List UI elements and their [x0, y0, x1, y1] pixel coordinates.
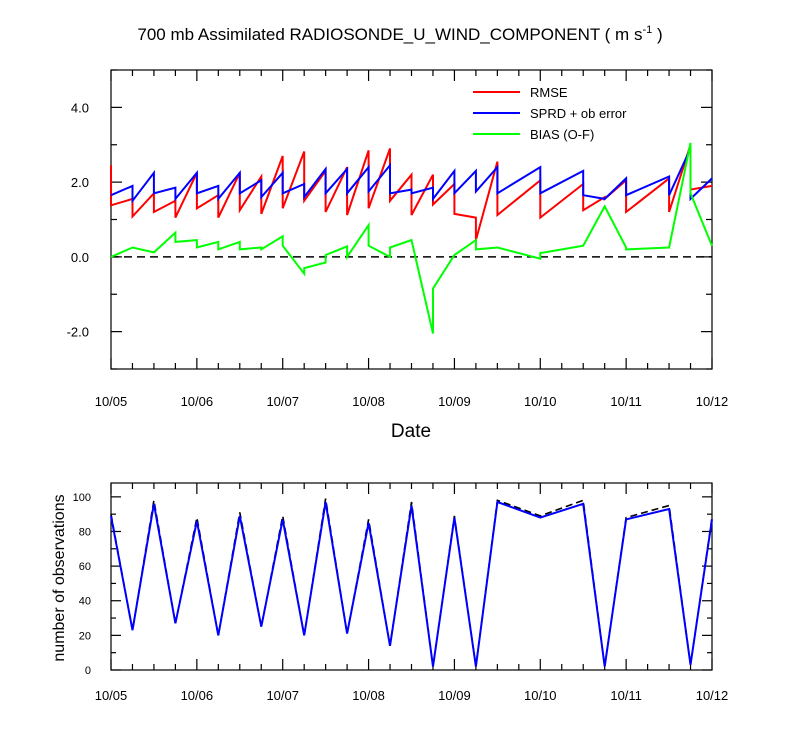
bottom-y-tick-label: 40	[79, 596, 91, 608]
bottom-y-tick-label: 80	[79, 526, 91, 538]
chart-title-superscript: -1	[642, 24, 652, 36]
bottom-x-tick-label: 10/07	[266, 688, 299, 703]
top-x-tick-label: 10/08	[352, 394, 385, 409]
top-x-tick-label: 10/05	[95, 394, 128, 409]
top-x-tick-label: 10/09	[438, 394, 471, 409]
chart-title-tail: )	[652, 25, 662, 44]
bottom-y-tick-label: 0	[85, 665, 91, 677]
top-x-tick-label: 10/12	[696, 394, 729, 409]
legend-label-bias: BIAS (O-F)	[530, 127, 594, 142]
bottom-x-tick-label: 10/11	[610, 688, 642, 703]
bottom-x-tick-label: 10/06	[181, 688, 214, 703]
top-plot-ticks: 10/05 10/06 10/07 10/08 10/09 10/10 10/11 10/12…	[67, 69, 729, 409]
top-y-tick-label: 4.0	[71, 100, 89, 115]
top-x-tick-label: 10/10	[524, 394, 557, 409]
series-line-sprd	[110, 148, 713, 204]
bottom-x-tick-label: 10/08	[352, 688, 385, 703]
bottom-y-tick-label: 100	[73, 492, 91, 504]
top-y-tick-label: 2.0	[71, 175, 89, 190]
legend-label-sprd: SPRD + ob error	[530, 106, 627, 121]
bottom-y-tick-label: 20	[79, 630, 91, 642]
top-y-tick-label: 0.0	[71, 250, 89, 265]
chart-title-main: 700 mb Assimilated RADIOSONDE_U_WIND_COM…	[137, 25, 642, 44]
bottom-x-tick-label: 10/12	[696, 688, 729, 703]
obs-line-solid	[110, 500, 713, 667]
chart-title: 700 mb Assimilated RADIOSONDE_U_WIND_COM…	[137, 24, 662, 44]
bottom-x-tick-label: 10/05	[95, 688, 128, 703]
legend-label-rmse: RMSE	[530, 85, 568, 100]
top-x-tick-label: 10/11	[610, 394, 642, 409]
top-y-tick-label: -2.0	[67, 325, 89, 340]
bottom-y-tick-label: 60	[79, 561, 91, 573]
obs-line-dashed	[110, 498, 713, 667]
top-x-tick-label: 10/07	[266, 394, 299, 409]
bottom-x-tick-label: 10/10	[524, 688, 557, 703]
bottom-plot-ticks: 10/05 10/06 10/07 10/08 10/09 10/10 10/11 10/12…	[73, 483, 729, 703]
series-line-bias	[110, 142, 713, 334]
top-plot-series	[110, 142, 713, 334]
y-axis-label-observations: number of observations	[51, 494, 68, 661]
bottom-plot-series	[110, 498, 713, 667]
top-x-tick-label: 10/06	[181, 394, 214, 409]
bottom-x-tick-label: 10/09	[438, 688, 471, 703]
x-axis-label: Date	[391, 421, 431, 442]
legend: RMSE SPRD + ob error BIAS (O-F)	[473, 85, 627, 142]
